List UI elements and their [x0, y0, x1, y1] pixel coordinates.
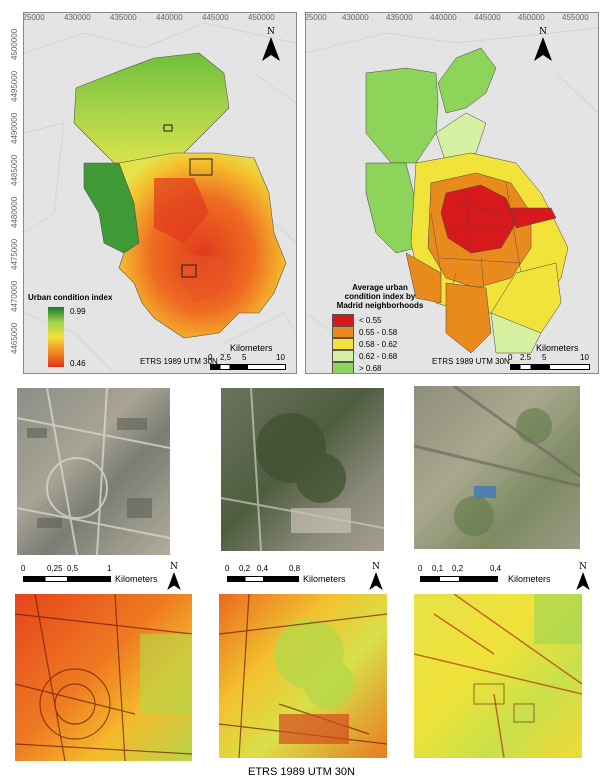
- x-tick: 445000: [202, 13, 229, 22]
- projection-label: ETRS 1989 UTM 30N: [432, 357, 510, 366]
- scale-title: Kilometers: [230, 343, 273, 353]
- y-tick: 4465000: [10, 322, 19, 354]
- y-tick: 4500000: [10, 28, 19, 60]
- x-tick: 445000: [474, 13, 501, 22]
- x-tick: 450000: [518, 13, 545, 22]
- scale-label: 0,4: [490, 564, 502, 573]
- scale-title: Kilometers: [508, 574, 551, 584]
- north-arrow-icon: N: [260, 27, 282, 66]
- zoom-scale-2: 0 0,2 0,4 0,8 Kilometers N: [221, 562, 391, 590]
- scale-label: 0: [418, 564, 423, 573]
- inset-box-2: [181, 264, 197, 278]
- scale-label: 0,4: [257, 564, 269, 573]
- legend-class: 0.58 - 0.62: [332, 338, 428, 350]
- scale-label: 0,8: [289, 564, 301, 573]
- x-tick: 450000: [248, 13, 275, 22]
- zoom-index-map-2: [219, 594, 387, 758]
- scale-label: 10: [276, 353, 285, 362]
- scale-bar: Kilometers 0 2,5 5 10: [206, 343, 290, 371]
- scale-label: 1: [107, 564, 112, 573]
- x-tick: 440000: [156, 13, 183, 22]
- scale-label: 2,5: [220, 353, 232, 362]
- scale-label: 0,2: [239, 564, 251, 573]
- zoom-scale-1: 0 0,25 0,5 1 Kilometers N: [17, 562, 187, 590]
- inset-box-3: [163, 124, 173, 132]
- north-arrow-icon: N: [163, 562, 185, 595]
- legend-class: 0.55 - 0.58: [332, 326, 428, 338]
- scale-label: 0: [225, 564, 230, 573]
- scale-label: 5: [542, 353, 547, 362]
- zoom-scale-3: 0 0,1 0,2 0,4 Kilometers N: [414, 562, 600, 590]
- inset-box-1: [189, 158, 213, 176]
- y-tick: 4490000: [10, 112, 19, 144]
- x-tick: 425000: [23, 13, 45, 22]
- y-tick: 4495000: [10, 70, 19, 102]
- legend-class: 0.62 - 0.68: [332, 350, 428, 362]
- scale-label: 0: [21, 564, 26, 573]
- x-tick: 440000: [430, 13, 457, 22]
- scale-title: Kilometers: [303, 574, 346, 584]
- neighborhood-index-map: 425000 430000 435000 440000 445000 45000…: [305, 12, 599, 374]
- map-urban-core: [118, 152, 287, 339]
- north-arrow-icon: N: [365, 562, 387, 595]
- x-tick: 455000: [562, 13, 589, 22]
- neighborhood-polygons: [306, 27, 598, 373]
- legend-max: 0.99: [70, 307, 86, 316]
- aerial-photo-3: [414, 386, 580, 549]
- urban-condition-index-map: 425000 430000 435000 440000 445000 45000…: [23, 12, 297, 374]
- legend-min: 0.46: [70, 359, 86, 368]
- x-tick: 425000: [305, 13, 327, 22]
- bottom-projection-label: ETRS 1989 UTM 30N: [248, 766, 355, 778]
- legend-title-line: Madrid neighborhoods: [336, 301, 424, 310]
- legend-title: Urban condition index: [28, 293, 113, 302]
- basemap-boundaries: [24, 22, 296, 373]
- y-tick: 4470000: [10, 280, 19, 312]
- scale-label: 0: [508, 353, 513, 362]
- scale-title: Kilometers: [115, 574, 158, 584]
- north-arrow-icon: N: [572, 562, 594, 595]
- projection-label: ETRS 1989 UTM 30N: [140, 357, 218, 366]
- scale-title: Kilometers: [536, 343, 579, 353]
- y-tick: 4485000: [10, 154, 19, 186]
- scale-label: 10: [580, 353, 589, 362]
- zoom-index-map-1: [15, 594, 192, 761]
- legend-class: < 0.55: [332, 314, 428, 326]
- scale-label: 0,25: [47, 564, 63, 573]
- y-tick: 4480000: [10, 196, 19, 228]
- scale-label: 0: [208, 353, 213, 362]
- scale-label: 5: [242, 353, 247, 362]
- aerial-photo-2: [221, 388, 384, 551]
- index-legend: Urban condition index 0.99 0.46: [28, 293, 128, 368]
- aerial-photo-1: [17, 388, 170, 555]
- zoom-index-map-3: [414, 594, 582, 758]
- map-north-lobe: [73, 52, 230, 164]
- x-tick: 435000: [386, 13, 413, 22]
- legend-gradient: [48, 307, 64, 367]
- scale-label: 0,5: [67, 564, 79, 573]
- x-tick: 435000: [110, 13, 137, 22]
- neighborhood-legend: Average urban condition index by Madrid …: [332, 283, 428, 373]
- legend-title-line: condition index by: [344, 292, 416, 301]
- x-tick: 430000: [64, 13, 91, 22]
- legend-title-line: Average urban: [352, 283, 408, 292]
- legend-class: > 0.68: [332, 362, 428, 373]
- north-arrow-icon: N: [532, 27, 554, 66]
- y-tick: 4475000: [10, 238, 19, 270]
- scale-label: 0,2: [452, 564, 464, 573]
- scale-label: 2.5: [520, 353, 532, 362]
- x-tick: 430000: [342, 13, 369, 22]
- scale-label: 0,1: [432, 564, 444, 573]
- scale-bar: Kilometers 0 2.5 5 10: [506, 343, 594, 371]
